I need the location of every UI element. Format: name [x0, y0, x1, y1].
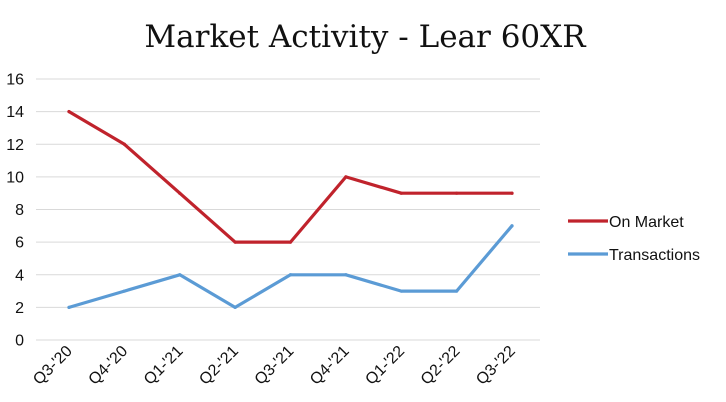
x-tick-label: Q4-'20 — [86, 343, 132, 389]
y-axis: 0 2 4 6 8 10 12 14 16 — [6, 72, 24, 350]
x-tick-label: Q1-'22 — [362, 343, 408, 389]
series-line-transactions — [67, 224, 514, 309]
y-tick-label: 6 — [15, 235, 24, 252]
data-point — [67, 110, 71, 114]
chart-title: Market Activity - Lear 60XR — [144, 19, 587, 55]
gridlines — [36, 78, 540, 341]
x-tick-label: Q2-'21 — [196, 343, 242, 389]
y-tick-label: 10 — [6, 169, 24, 186]
data-point — [344, 273, 348, 277]
y-tick-label: 14 — [6, 104, 24, 121]
data-point — [122, 142, 126, 146]
data-point — [288, 273, 293, 277]
data-point — [178, 273, 182, 277]
x-tick-label: Q2-'22 — [418, 343, 464, 389]
y-tick-label: 0 — [15, 333, 24, 350]
legend-label: Transactions — [609, 247, 700, 264]
data-point — [510, 191, 514, 195]
x-tick-label: Q3-'21 — [252, 343, 298, 389]
data-point — [399, 289, 403, 293]
x-axis: Q3-'20 Q4-'20 Q1-'21 Q2-'21 Q3-'21 Q4-'21 Q1-'… — [30, 343, 519, 389]
y-tick-label: 12 — [6, 137, 24, 154]
data-point — [510, 224, 514, 228]
data-point — [344, 175, 348, 179]
data-point — [399, 191, 403, 195]
legend: On Market Transactions — [568, 214, 700, 264]
data-point — [178, 191, 182, 195]
x-tick-label: Q1-'21 — [141, 343, 187, 389]
data-point — [67, 305, 71, 309]
data-point — [233, 240, 237, 244]
data-point — [455, 191, 459, 195]
y-tick-label: 16 — [6, 72, 24, 89]
x-tick-label: Q4-'21 — [307, 343, 353, 389]
y-tick-label: 4 — [15, 267, 24, 284]
data-point — [288, 240, 293, 244]
y-tick-label: 2 — [15, 300, 24, 317]
data-point — [122, 289, 126, 293]
legend-label: On Market — [609, 214, 684, 231]
x-tick-label: Q3-'20 — [30, 343, 76, 389]
data-point — [455, 289, 459, 293]
y-tick-label: 8 — [15, 202, 24, 219]
x-tick-label: Q3-'22 — [473, 343, 519, 389]
data-point — [233, 305, 237, 309]
series-lines — [67, 109, 514, 309]
